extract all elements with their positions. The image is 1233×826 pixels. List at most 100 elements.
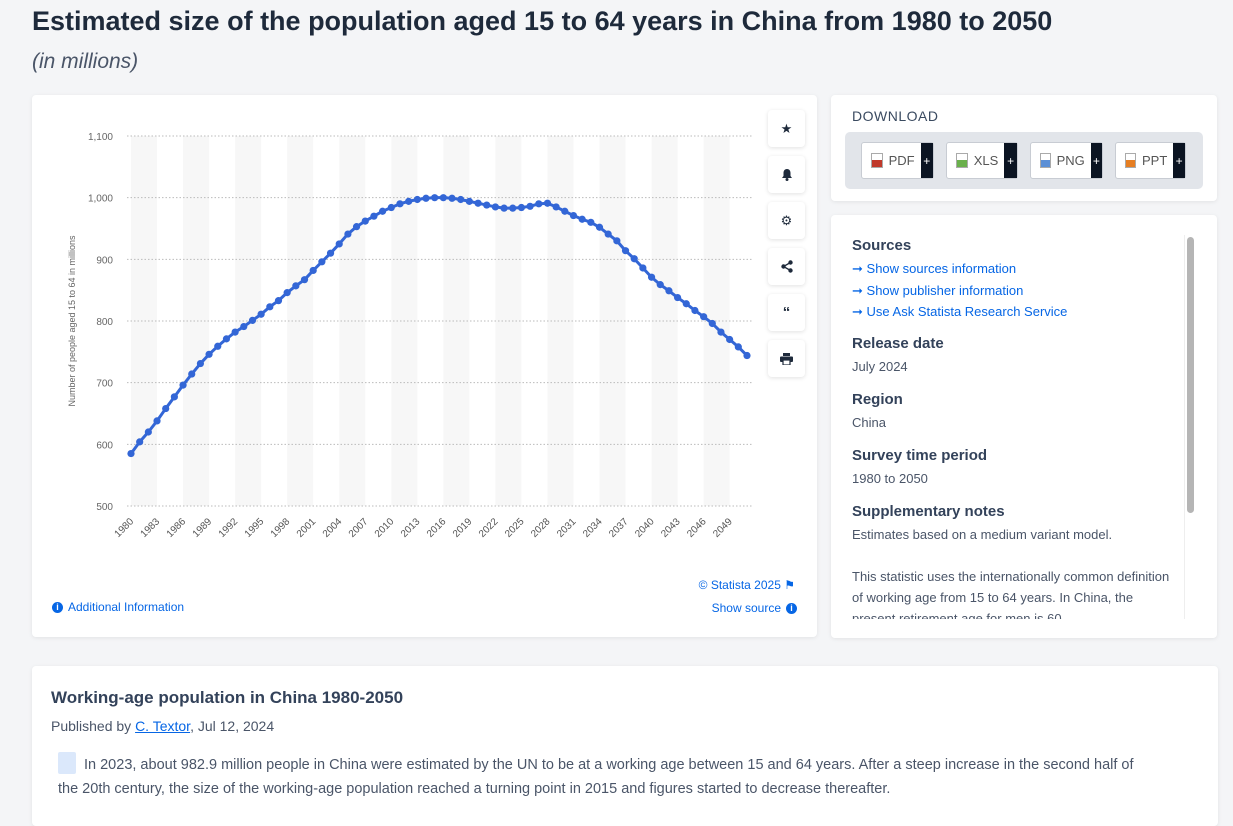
- x-tick-label: 2037: [607, 516, 631, 540]
- show-publisher-link[interactable]: ➞ Show publisher information: [852, 280, 1172, 302]
- y-tick-label: 500: [96, 502, 113, 513]
- download-xls-button[interactable]: XLS +: [946, 142, 1018, 179]
- x-tick-label: 2043: [659, 516, 683, 540]
- plus-icon: +: [920, 143, 933, 178]
- article-body: In 2023, about 982.9 million people in C…: [58, 752, 1138, 801]
- ask-statista-link[interactable]: ➞ Use Ask Statista Research Service: [852, 301, 1172, 323]
- ppt-label: PPT: [1142, 153, 1168, 168]
- page-title: Estimated size of the population aged 15…: [32, 6, 1053, 36]
- download-bar: PDF + XLS + PNG + PPT +: [845, 132, 1203, 189]
- data-point: [136, 438, 144, 446]
- gear-icon: ⚙: [780, 212, 793, 228]
- data-point: [144, 428, 152, 436]
- article-card: Working-age population in China 1980-205…: [32, 666, 1218, 826]
- x-tick-label: 2040: [633, 516, 657, 540]
- y-tick-label: 600: [96, 440, 113, 451]
- article-byline: Published by C. Textor, Jul 12, 2024: [51, 718, 274, 734]
- data-point: [526, 202, 534, 210]
- star-icon: ★: [780, 120, 793, 136]
- download-png-button[interactable]: PNG +: [1030, 142, 1103, 179]
- data-point: [439, 194, 447, 202]
- notification-button[interactable]: [768, 156, 805, 193]
- data-point: [170, 393, 178, 401]
- arrow-right-icon: ➞: [852, 282, 863, 298]
- data-point: [465, 197, 473, 205]
- page-subtitle: (in millions): [32, 50, 139, 73]
- share-button[interactable]: [768, 248, 805, 285]
- additional-information-label: Additional Information: [68, 600, 185, 614]
- additional-information-link[interactable]: i Additional Information: [52, 600, 184, 614]
- supplementary-notes-1: Estimates based on a medium variant mode…: [852, 526, 1113, 542]
- data-point: [717, 328, 725, 336]
- scrollbar-thumb[interactable]: [1187, 237, 1194, 513]
- bell-icon: [781, 169, 792, 181]
- data-point: [335, 240, 343, 248]
- download-ppt-button[interactable]: PPT +: [1115, 142, 1186, 179]
- cite-button[interactable]: “: [768, 294, 805, 331]
- statista-copyright-link[interactable]: © Statista 2025 ⚑: [699, 578, 795, 592]
- x-tick-label: 2016: [425, 516, 449, 540]
- data-point: [413, 195, 421, 204]
- x-tick-label: 1983: [139, 516, 163, 540]
- data-point: [517, 203, 526, 212]
- show-source-label: Show source: [711, 601, 781, 615]
- data-point: [691, 306, 699, 315]
- x-tick-label: 2019: [451, 516, 475, 540]
- chart-card: 500 600 700 800 900 1,000 1,100 1980 1983 1986 198…: [32, 95, 817, 637]
- data-point: [222, 335, 231, 343]
- data-point: [266, 303, 274, 311]
- data-point: [656, 281, 664, 289]
- x-tick-label: 1989: [191, 516, 215, 540]
- x-tick-label: 2028: [529, 516, 553, 540]
- data-point: [370, 212, 378, 220]
- link-label: Show sources information: [866, 261, 1017, 276]
- x-tick-label: 2001: [295, 516, 319, 540]
- y-tick-label: 800: [96, 317, 113, 328]
- x-tick-label: 1980: [113, 516, 137, 540]
- survey-period-heading: Survey time period: [852, 446, 988, 464]
- pdf-file-icon: [871, 153, 883, 168]
- article-text: In 2023, about 982.9 million people in C…: [58, 757, 1134, 797]
- data-point: [179, 381, 187, 389]
- publish-date: , Jul 12, 2024: [190, 718, 275, 734]
- y-tick-label: 700: [96, 379, 113, 390]
- scrollbar[interactable]: [1184, 235, 1194, 619]
- data-point: [491, 203, 499, 211]
- print-icon: [780, 352, 793, 365]
- data-point: [535, 200, 543, 208]
- download-card: DOWNLOAD PDF + XLS + PNG + PPT +: [831, 95, 1217, 201]
- data-point: [318, 258, 326, 266]
- plus-icon: +: [1173, 143, 1185, 178]
- xls-label: XLS: [973, 153, 999, 168]
- data-point: [500, 204, 508, 212]
- share-icon: [780, 260, 793, 273]
- data-point: [257, 310, 265, 318]
- settings-button[interactable]: ⚙: [768, 202, 805, 239]
- x-tick-label: 2010: [373, 516, 397, 540]
- data-point: [361, 217, 369, 225]
- author-link[interactable]: C. Textor: [135, 718, 191, 734]
- release-date-heading: Release date: [852, 334, 944, 352]
- data-point: [431, 194, 439, 202]
- x-tick-label: 1992: [217, 516, 241, 540]
- link-label: Use Ask Statista Research Service: [866, 304, 1068, 319]
- data-point: [309, 266, 317, 275]
- data-point: [708, 319, 716, 328]
- x-tick-label: 1995: [243, 516, 267, 540]
- byline-prefix: Published by: [51, 718, 136, 734]
- data-point: [569, 211, 578, 220]
- data-point: [587, 218, 595, 226]
- show-sources-link[interactable]: ➞ Show sources information: [852, 258, 1172, 280]
- pdf-label: PDF: [888, 153, 915, 168]
- data-point: [552, 203, 560, 211]
- release-date-value: July 2024: [852, 358, 908, 374]
- x-tick-label: 1986: [165, 516, 189, 540]
- print-button[interactable]: [768, 340, 805, 377]
- download-pdf-button[interactable]: PDF +: [861, 142, 934, 179]
- region-value: China: [852, 414, 886, 430]
- y-axis-label: Number of people aged 15 to 64 in millio…: [67, 235, 77, 407]
- plus-icon: +: [1090, 143, 1102, 178]
- show-source-link[interactable]: Show source i: [712, 601, 797, 615]
- favorite-button[interactable]: ★: [768, 110, 805, 147]
- info-scroll-area[interactable]: Sources ➞ Show sources information ➞ Sho…: [852, 237, 1172, 619]
